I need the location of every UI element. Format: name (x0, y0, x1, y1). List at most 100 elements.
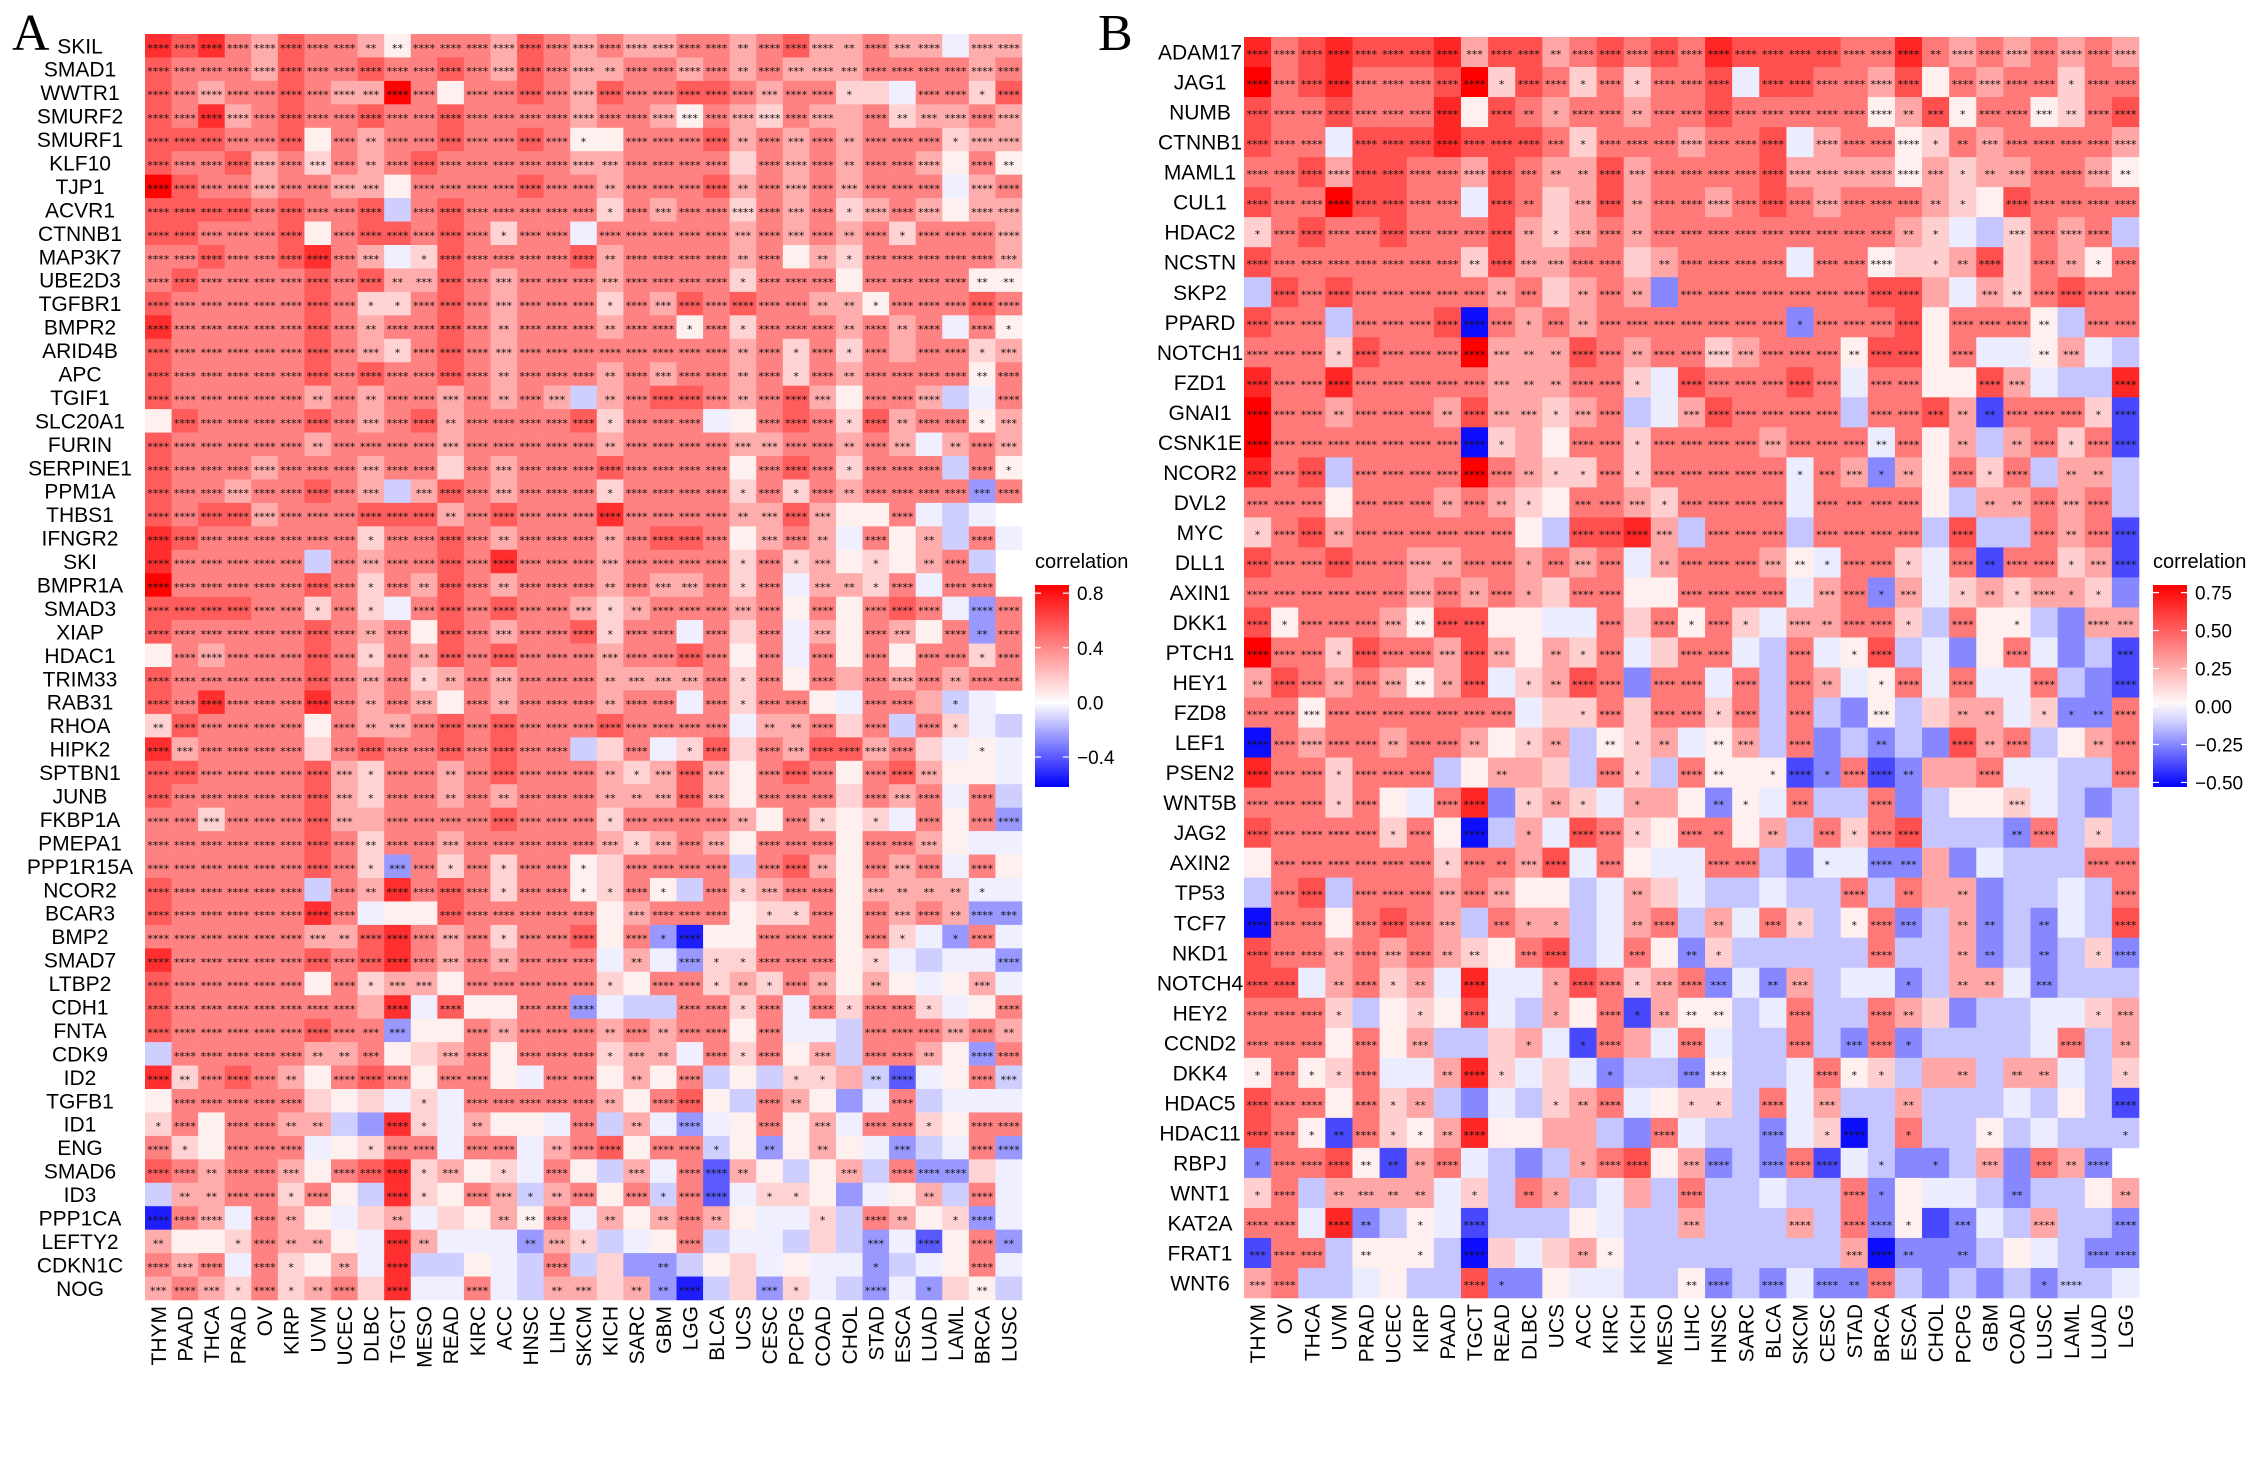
significance-label: *** (1819, 829, 1836, 842)
significance-label: **** (705, 440, 728, 453)
heatmap-cell (171, 174, 199, 199)
significance-label: **** (546, 440, 569, 453)
significance-label: ** (472, 1120, 484, 1133)
heatmap-cell (1623, 247, 1652, 278)
significance-label: * (767, 909, 773, 922)
significance-label: **** (1355, 679, 1378, 692)
heatmap-cell (384, 34, 412, 58)
significance-label: **** (174, 300, 197, 313)
significance-label: ** (950, 440, 962, 453)
significance-label: ** (844, 42, 856, 55)
heatmap-cell (1922, 667, 1950, 698)
heatmap-cell (1542, 607, 1570, 638)
significance-label: **** (1870, 348, 1893, 361)
heatmap-cell (570, 221, 598, 246)
significance-label: * (368, 581, 374, 594)
significance-label: **** (573, 769, 596, 782)
significance-label: **** (1870, 48, 1893, 61)
heatmap-cell (942, 245, 970, 269)
significance-label: * (740, 1050, 746, 1063)
significance-label: **** (413, 534, 436, 547)
heatmap-cell (490, 127, 518, 152)
significance-label: * (501, 933, 507, 946)
column-label: LIHC (546, 1306, 569, 1354)
significance-label: **** (1301, 619, 1324, 632)
significance-label: * (740, 276, 746, 289)
heatmap-cell (596, 34, 624, 58)
significance-label: **** (280, 42, 303, 55)
significance-label: **** (759, 323, 782, 336)
significance-label: **** (2006, 739, 2029, 752)
significance-label: **** (812, 933, 835, 946)
significance-label: ** (605, 792, 617, 805)
heatmap-cell (357, 245, 385, 269)
significance-label: ** (312, 1284, 324, 1297)
heatmap-cell (570, 57, 598, 82)
significance-label: *** (2009, 168, 2026, 181)
heatmap-cell (1515, 517, 1543, 548)
heatmap-cell (915, 245, 943, 269)
significance-label: **** (466, 698, 489, 711)
significance-label: *** (655, 839, 672, 852)
significance-label: **** (2087, 438, 2110, 451)
heatmap-cell (915, 57, 943, 82)
significance-label: **** (440, 628, 463, 641)
significance-label: **** (280, 89, 303, 102)
significance-label: **** (307, 112, 330, 125)
significance-label: *** (1656, 528, 1673, 541)
heatmap-cell (1922, 487, 1950, 518)
significance-label: **** (2114, 408, 2137, 421)
significance-label: **** (812, 909, 835, 922)
significance-label: **** (2033, 198, 2056, 211)
significance-label: **** (679, 65, 702, 78)
heatmap-cell (756, 221, 784, 246)
significance-label: **** (918, 89, 941, 102)
significance-label: ** (153, 1237, 165, 1250)
significance-label: **** (998, 675, 1021, 688)
heatmap-cell (224, 198, 252, 222)
significance-label: **** (1870, 619, 1893, 632)
heatmap-cell (224, 127, 252, 152)
significance-label: **** (971, 1073, 994, 1086)
heatmap-cell (437, 34, 465, 58)
heatmap-cell (437, 221, 465, 246)
heatmap-cell (171, 245, 199, 269)
significance-label: **** (971, 933, 994, 946)
significance-label: **** (200, 417, 223, 430)
significance-label: **** (227, 698, 250, 711)
significance-label: **** (1409, 108, 1432, 121)
significance-label: **** (519, 323, 542, 336)
significance-label: **** (998, 815, 1021, 828)
significance-label: **** (1870, 378, 1893, 391)
heatmap-cell (171, 104, 199, 129)
significance-label: **** (147, 1073, 170, 1086)
significance-label: * (1526, 318, 1532, 331)
significance-label: ** (844, 229, 856, 242)
significance-label: **** (998, 604, 1021, 617)
significance-label: **** (1789, 228, 1812, 241)
significance-label: **** (573, 440, 596, 453)
heatmap-cell (517, 1159, 544, 1184)
significance-label: **** (227, 136, 250, 149)
heatmap-cell (463, 127, 491, 152)
heatmap-cell (596, 174, 624, 199)
heatmap-cell (942, 502, 970, 527)
heatmap-cell (1976, 667, 2004, 698)
significance-label: **** (945, 112, 968, 125)
significance-label: *** (1000, 909, 1017, 922)
significance-label: **** (227, 1073, 250, 1086)
significance-label: ** (365, 698, 377, 711)
heatmap-cell (490, 57, 518, 82)
significance-label: **** (546, 159, 569, 172)
significance-label: **** (466, 933, 489, 946)
significance-label: **** (1464, 168, 1487, 181)
significance-label: **** (626, 65, 649, 78)
significance-label: **** (945, 581, 968, 594)
significance-label: **** (200, 1214, 223, 1227)
heatmap-cell (623, 995, 651, 1019)
row-label: TRIM33 (43, 668, 118, 691)
significance-label: **** (1789, 378, 1812, 391)
significance-label: **** (1681, 198, 1704, 211)
heatmap-cell (224, 34, 252, 58)
